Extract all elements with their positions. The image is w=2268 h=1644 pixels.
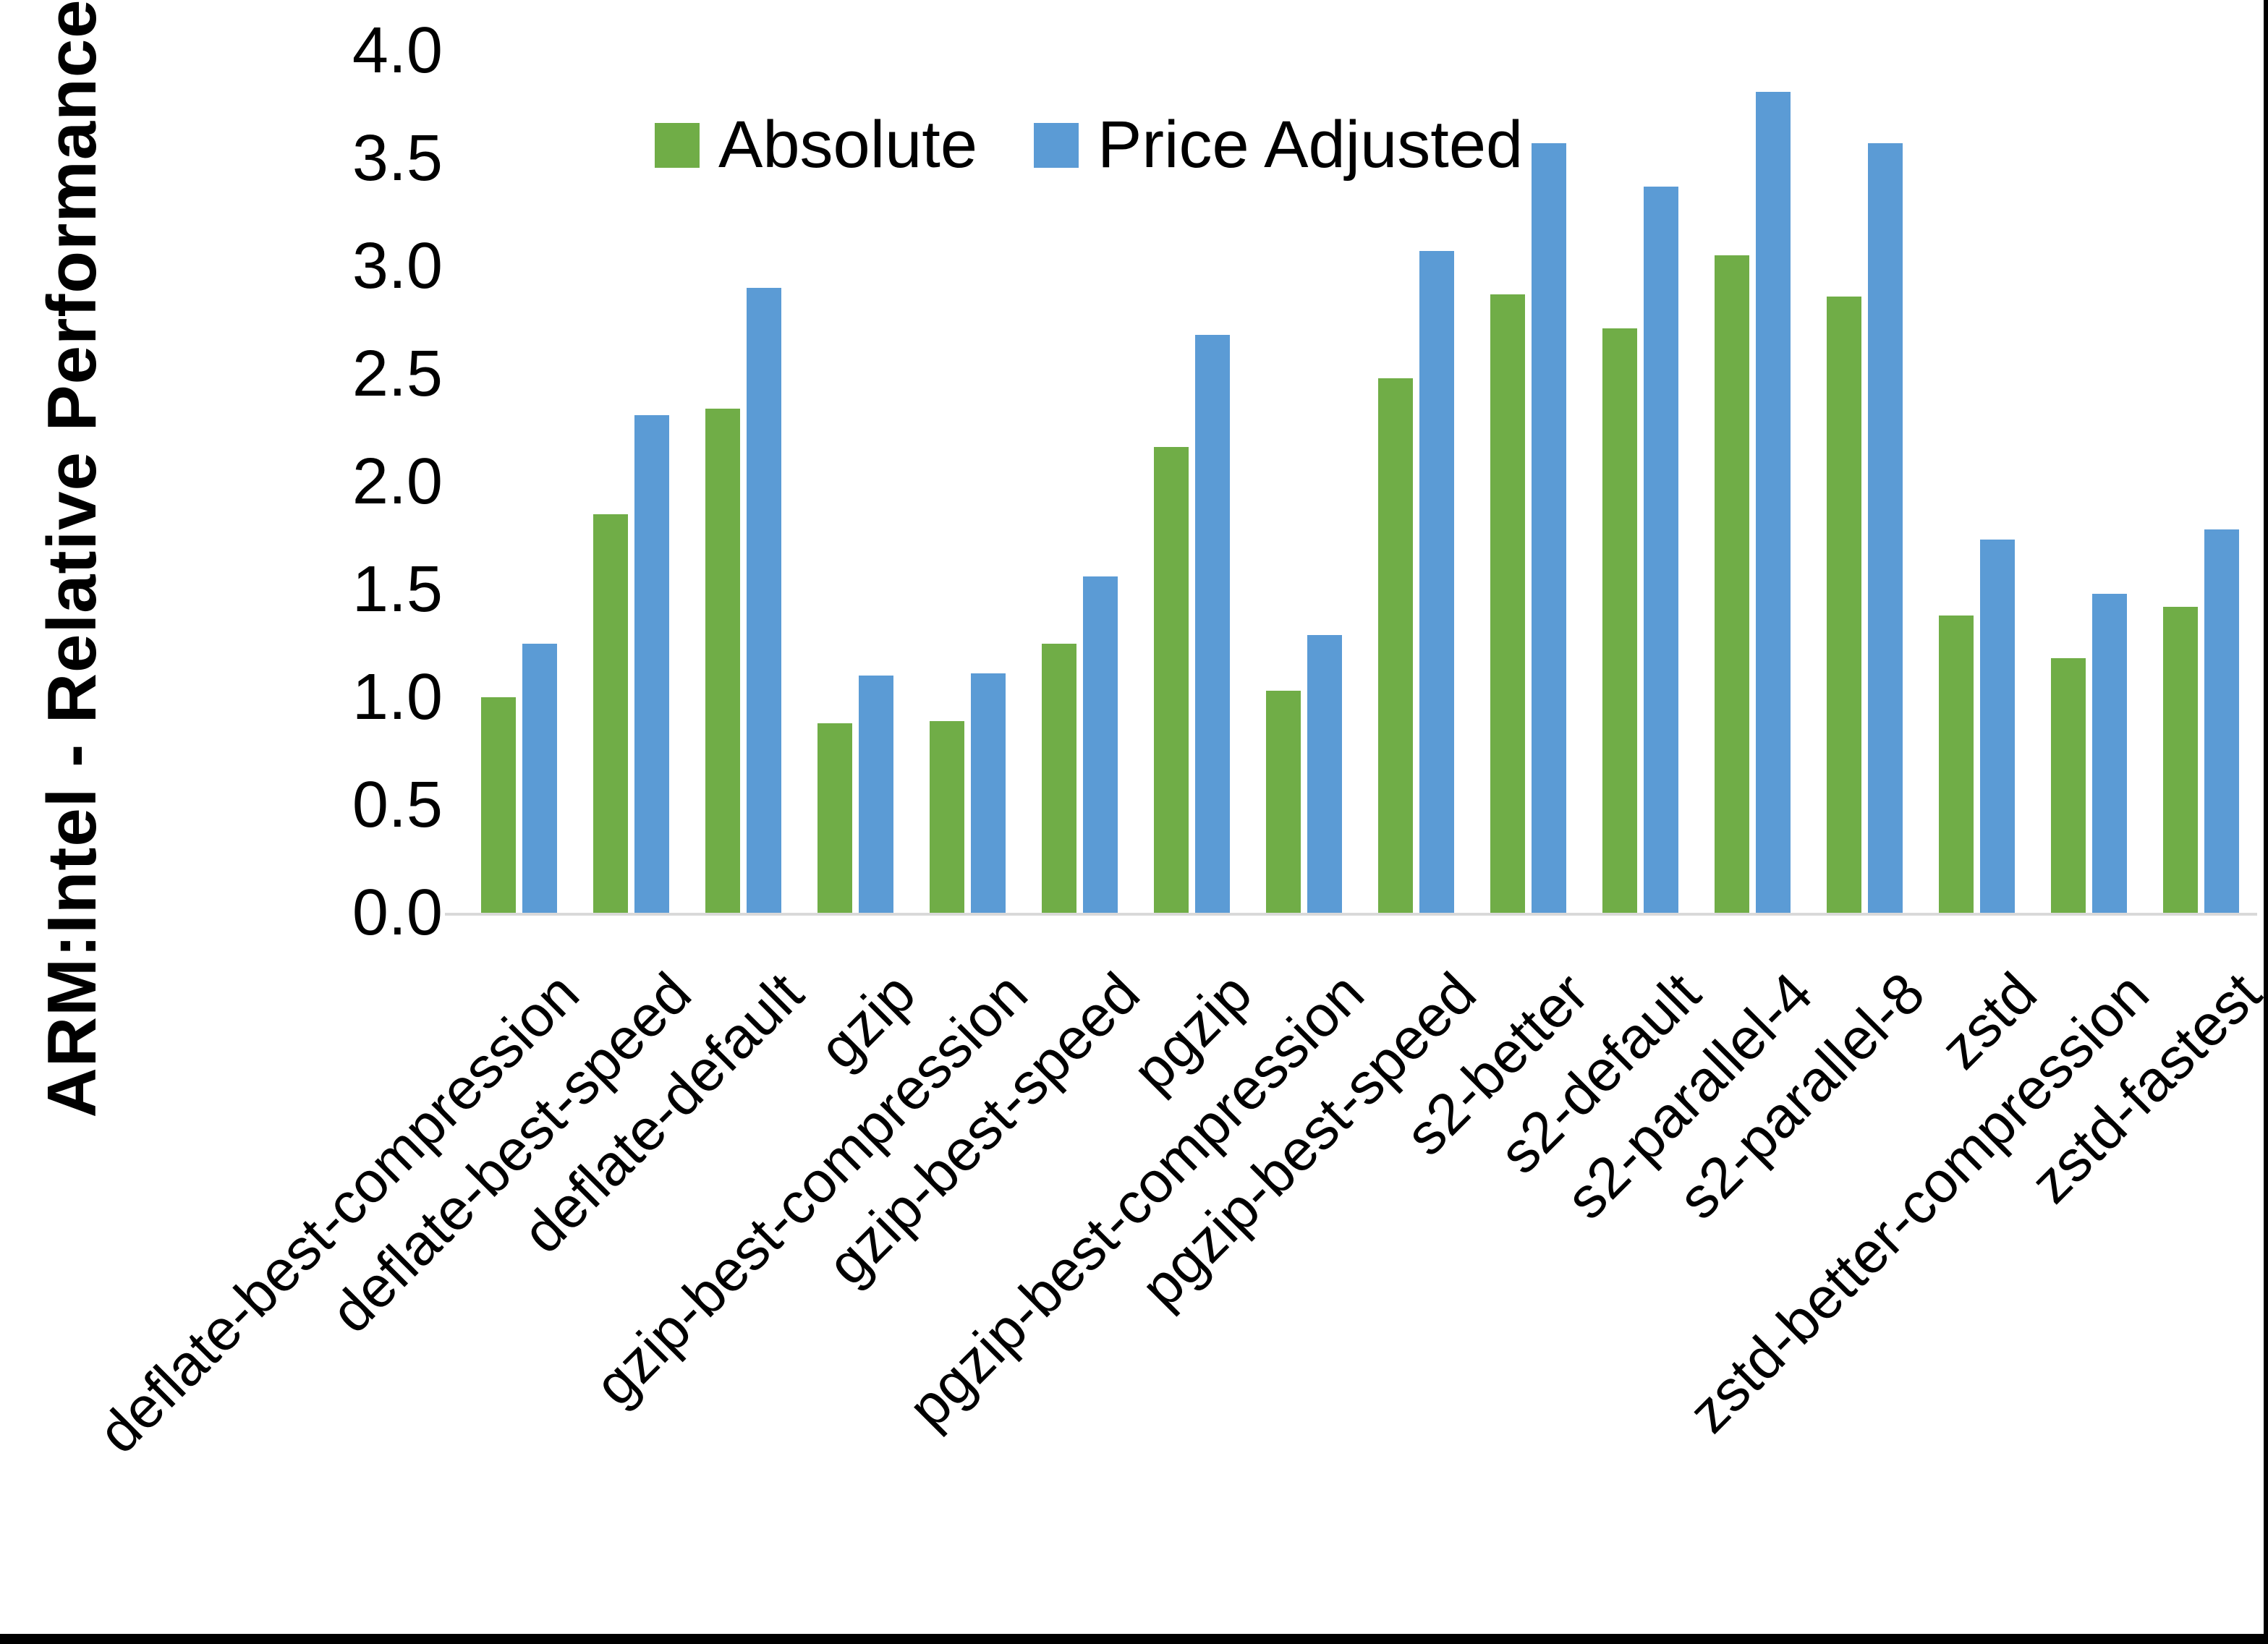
y-tick-label: 1.5 <box>352 553 443 626</box>
y-tick-label: 3.5 <box>352 122 443 195</box>
legend-item-price-adjusted: Price Adjusted <box>1034 107 1523 183</box>
chart-legend: Absolute Price Adjusted <box>655 107 1523 183</box>
bar-absolute <box>1378 378 1413 913</box>
y-tick-label: 2.5 <box>352 338 443 410</box>
bar-price-adjusted <box>1756 91 1791 913</box>
bar-absolute <box>1715 255 1749 913</box>
bar-absolute <box>1490 294 1525 913</box>
y-tick-label: 3.0 <box>352 230 443 302</box>
figure-right-border <box>2264 0 2268 1644</box>
legend-label: Price Adjusted <box>1097 108 1524 182</box>
bar-price-adjusted <box>1532 143 1566 913</box>
bar-absolute <box>817 723 852 913</box>
bar-price-adjusted <box>1195 335 1230 913</box>
bar-absolute <box>1939 615 1974 913</box>
y-tick-label: 2.0 <box>352 446 443 518</box>
bar-absolute <box>705 408 740 913</box>
y-axis-title: ARM:Intel - Relative Performance <box>33 0 111 1118</box>
y-tick-label: 0.0 <box>352 877 443 949</box>
bar-absolute <box>1827 296 1861 913</box>
legend-item-absolute: Absolute <box>655 107 977 183</box>
bar-price-adjusted <box>522 643 557 913</box>
bar-price-adjusted <box>2092 593 2127 913</box>
bar-absolute <box>2051 658 2086 913</box>
bar-absolute <box>1602 328 1637 913</box>
bar-price-adjusted <box>859 676 893 913</box>
bar-absolute <box>930 720 964 913</box>
bar-price-adjusted <box>1980 540 2015 913</box>
bar-price-adjusted <box>1419 251 1454 913</box>
bar-price-adjusted <box>2204 529 2239 913</box>
bar-price-adjusted <box>1868 143 1903 913</box>
y-tick-label: 4.0 <box>352 14 443 87</box>
bar-absolute <box>1266 691 1301 913</box>
legend-swatch-icon <box>1034 122 1079 168</box>
bar-price-adjusted <box>1644 186 1678 913</box>
bar-price-adjusted <box>1083 576 1118 913</box>
bar-price-adjusted <box>1307 634 1342 913</box>
bar-absolute <box>2163 606 2198 913</box>
bar-absolute <box>1154 447 1189 913</box>
bar-price-adjusted <box>971 673 1006 913</box>
bar-price-adjusted <box>634 414 669 913</box>
y-tick-label: 0.5 <box>352 769 443 841</box>
bar-absolute <box>481 697 516 913</box>
bar-absolute <box>593 514 628 913</box>
legend-swatch-icon <box>655 122 700 168</box>
legend-label: Absolute <box>718 108 978 182</box>
bar-absolute <box>1042 643 1076 913</box>
figure-bottom-border <box>0 1634 2268 1644</box>
bar-price-adjusted <box>747 287 781 913</box>
x-axis-line <box>445 913 2257 916</box>
y-tick-label: 1.0 <box>352 661 443 733</box>
